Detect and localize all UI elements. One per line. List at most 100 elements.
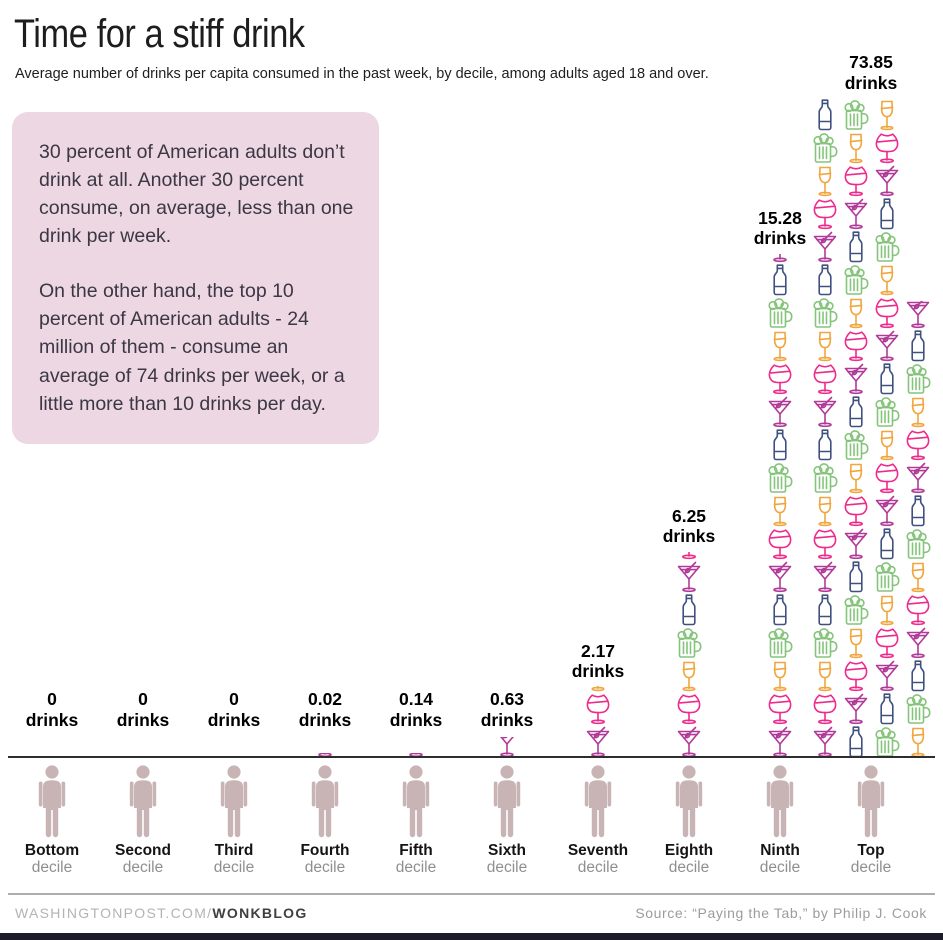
drink-icon-beer	[841, 593, 871, 626]
drink-icon-wine	[810, 362, 840, 395]
decile-sublabel: decile	[31, 859, 73, 877]
drink-icon-bottle	[872, 362, 902, 395]
drink-icon-martini	[674, 560, 704, 593]
value-unit: drinks	[389, 709, 443, 730]
partial-drink-icon-martini	[765, 253, 795, 263]
drink-icon-smallwine	[810, 164, 840, 197]
drink-subcolumn	[674, 551, 704, 758]
value-number: 6.25	[671, 506, 707, 527]
drink-subcolumn	[765, 253, 795, 758]
value-number: 0	[138, 689, 148, 710]
drink-icon-bottle	[872, 527, 902, 560]
drink-icon-wine	[903, 428, 933, 461]
drink-icon-beer	[841, 428, 871, 461]
drink-icon-martini	[810, 395, 840, 428]
decile-sublabel: decile	[304, 859, 346, 877]
drink-icon-beer	[872, 560, 902, 593]
drink-icon-martini	[765, 725, 795, 758]
drink-icon-martini	[841, 362, 871, 395]
value-number: 2.17	[580, 640, 616, 661]
decile-name: Bottom	[24, 842, 80, 859]
drink-icon-bottle	[810, 263, 840, 296]
drink-icon-martini	[841, 692, 871, 725]
drink-subcolumn	[841, 98, 871, 758]
drink-icon-smallwine	[810, 329, 840, 362]
decile-column-top: 73.85 drinks	[801, 52, 941, 758]
drink-icon-bottle	[810, 98, 840, 131]
decile-column-sixth: 0.63 drinks	[437, 689, 577, 758]
drink-icon-beer	[810, 131, 840, 164]
drink-icon-smallwine	[903, 560, 933, 593]
drink-icon-bottle	[841, 560, 871, 593]
drink-icon-martini	[810, 230, 840, 263]
drink-subcolumn	[903, 300, 933, 758]
decile-sublabel: decile	[486, 859, 528, 877]
value-number: 0	[47, 689, 57, 710]
value-unit: drinks	[753, 228, 807, 249]
drink-icon-smallwine	[872, 263, 902, 296]
decile-axis-fifth: Fifth decile	[346, 765, 486, 876]
drink-icon-bottle	[903, 494, 933, 527]
drink-icon-wine	[583, 692, 613, 725]
decile-name: Fifth	[399, 842, 433, 859]
person-icon	[311, 765, 339, 838]
drink-icon-bottle	[765, 263, 795, 296]
drink-icon-martini	[674, 725, 704, 758]
annotation-paragraph-1: 30 percent of American adults don’t drin…	[39, 141, 354, 248]
value-label-second: 0 drinks	[117, 689, 170, 730]
decile-name: Seventh	[567, 842, 629, 859]
drink-stack-fourth	[310, 735, 340, 758]
person-icon	[402, 765, 430, 838]
footer-brand: WASHINGTONPOST.COM/WONKBLOG	[15, 905, 308, 921]
drink-icon-wine	[841, 659, 871, 692]
drink-icon-wine	[872, 461, 902, 494]
value-unit: drinks	[25, 709, 79, 730]
decile-column-third: 0 drinks	[164, 689, 304, 758]
drink-icon-beer	[810, 461, 840, 494]
person-icon	[493, 765, 521, 838]
drink-icon-smallwine	[841, 461, 871, 494]
value-label-bottom: 0 drinks	[26, 689, 79, 730]
drink-icon-smallwine	[765, 659, 795, 692]
footer-brand-blog: WONKBLOG	[212, 905, 308, 921]
value-label-top: 73.85 drinks	[845, 52, 898, 93]
value-unit: drinks	[298, 709, 352, 730]
decile-sublabel: decile	[577, 859, 619, 877]
drink-icon-smallwine	[765, 494, 795, 527]
drink-icon-wine	[765, 362, 795, 395]
value-label-ninth: 15.28 drinks	[754, 208, 807, 249]
drink-icon-martini	[810, 560, 840, 593]
drink-icon-wine	[903, 593, 933, 626]
drink-icon-smallwine	[903, 395, 933, 428]
drink-icon-smallwine	[810, 659, 840, 692]
decile-column-second: 0 drinks	[73, 689, 213, 758]
drink-subcolumn	[583, 686, 613, 758]
value-label-seventh: 2.17 drinks	[572, 641, 625, 682]
drink-icon-martini	[872, 164, 902, 197]
value-number: 0.14	[398, 689, 434, 710]
drink-icon-beer	[903, 527, 933, 560]
drink-subcolumn	[872, 98, 902, 758]
drink-icon-beer	[841, 263, 871, 296]
drink-stack-sixth	[492, 735, 522, 758]
partial-drink-icon-martini	[903, 300, 933, 329]
value-number: 0.63	[489, 689, 525, 710]
value-unit: drinks	[480, 709, 534, 730]
person-icon	[220, 765, 248, 838]
drink-icon-beer	[872, 395, 902, 428]
drink-icon-wine	[841, 329, 871, 362]
drink-icon-beer	[765, 461, 795, 494]
drink-icon-smallwine	[841, 626, 871, 659]
drink-icon-wine	[810, 197, 840, 230]
decile-name: Fourth	[300, 842, 350, 859]
value-number: 0.02	[307, 689, 343, 710]
drink-icon-smallwine	[841, 296, 871, 329]
value-unit: drinks	[844, 72, 898, 93]
drink-icon-bottle	[841, 230, 871, 263]
drink-icon-bottle	[841, 395, 871, 428]
value-label-eighth: 6.25 drinks	[663, 506, 716, 547]
drink-icon-wine	[872, 296, 902, 329]
decile-column-eighth: 6.25 drinks	[619, 506, 759, 758]
drink-icon-martini	[872, 659, 902, 692]
